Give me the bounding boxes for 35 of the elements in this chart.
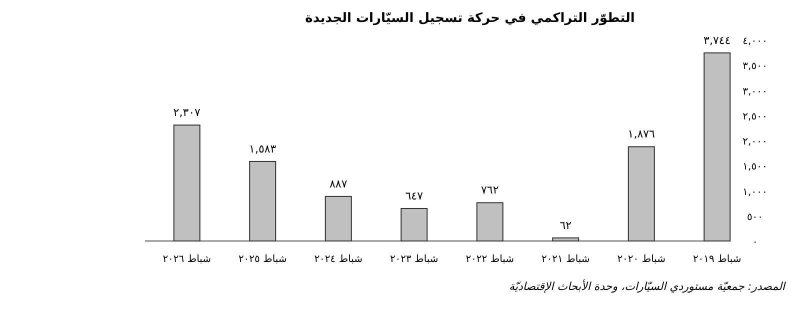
y-tick-label: ٣,٥٠٠ xyxy=(742,61,768,72)
x-tick-label: شباط ٢٠٢٢ xyxy=(466,254,514,265)
y-tick-label: ٢,٥٠٠ xyxy=(742,111,768,122)
bar xyxy=(173,124,200,242)
bar xyxy=(704,52,731,242)
chart-title: التطوّر التراكمي في حركة تسجيل السيّارات الجديدة xyxy=(305,11,635,26)
data-label: ٨٨٧ xyxy=(330,177,348,190)
data-label: ٣,٧٤٤ xyxy=(704,34,731,47)
bar xyxy=(476,202,504,242)
x-tick-label: شباط ٢٠٢١ xyxy=(541,254,590,265)
x-tick-label: شباط ٢٠٢٤ xyxy=(314,254,363,265)
y-tick-label: ٢,٠٠٠ xyxy=(742,136,768,148)
y-tick-label: ٤,٠٠٠ xyxy=(742,36,768,47)
x-tick-label: شباط ٢٠٢٣ xyxy=(390,254,438,265)
y-tick-label: ١,٠٠٠ xyxy=(742,186,768,198)
bar xyxy=(628,146,655,242)
y-tick-label: ٥٠٠ xyxy=(746,212,764,223)
bar xyxy=(249,160,276,242)
y-tick-label: ١,٥٠٠ xyxy=(742,162,768,173)
bar xyxy=(400,208,428,242)
data-label: ٧٦٢ xyxy=(481,184,499,197)
data-label: ١,٥٨٣ xyxy=(249,142,276,156)
y-tick-label: ٣,٠٠٠ xyxy=(742,86,768,98)
x-tick-label: شباط ٢٠٢٠ xyxy=(617,254,666,265)
x-tick-label: شباط ٢٠١٩ xyxy=(692,254,742,265)
x-tick-label: شباط ٢٠٢٥ xyxy=(238,254,287,265)
y-tick-label: ٠ xyxy=(752,237,758,248)
text: المصدر: جمعيّة مستوردي السيّارات، وحدة الأبحاث الإقتصاديّة xyxy=(509,279,787,293)
bar xyxy=(552,237,580,242)
x-tick-label: شباط ٢٠٢٦ xyxy=(162,254,212,265)
data-label: ٦٢ xyxy=(560,218,572,232)
data-label: ٢,٣٠٧ xyxy=(173,106,201,120)
data-label: ٦٤٧ xyxy=(405,189,424,202)
bar xyxy=(324,196,352,242)
data-label: ١,٨٧٦ xyxy=(628,128,656,141)
